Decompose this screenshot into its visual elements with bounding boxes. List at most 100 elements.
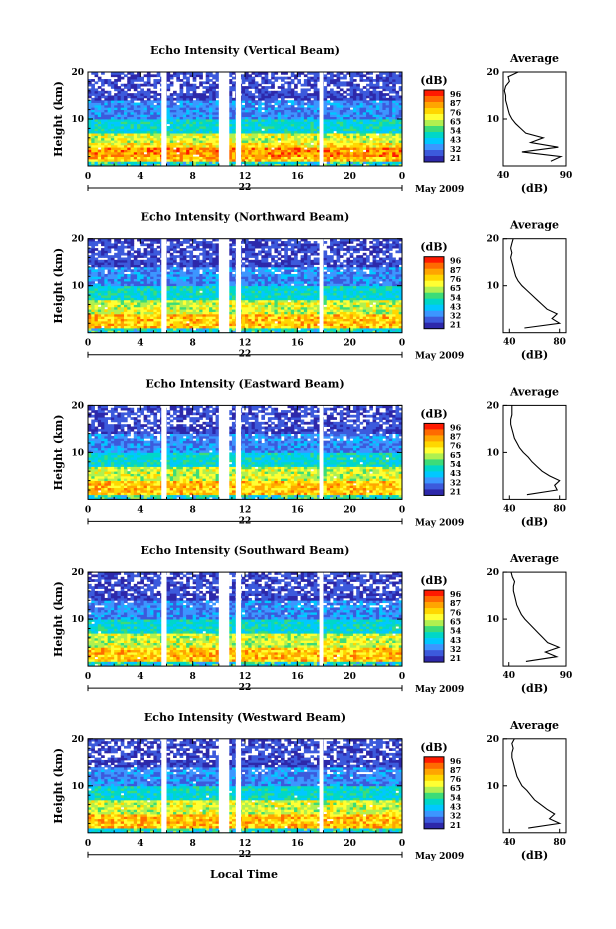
heatmap-cell [303,323,308,327]
heatmap-cell [107,144,112,148]
heatmap-cell [366,135,370,139]
heatmap-cell [117,140,122,143]
heatmap-cell [388,302,393,305]
heatmap-cell [245,151,249,155]
heatmap-cell [316,79,321,82]
heatmap-cell [307,325,311,329]
heatmap-cell [123,318,128,322]
heatmap-cell [110,128,115,132]
heatmap-cell [267,142,272,146]
heatmap-cell [205,90,210,94]
heatmap-cell [398,309,403,312]
heatmap-cell [91,330,95,334]
heatmap-cell [251,95,256,99]
heatmap-cell [343,97,347,101]
heatmap-cell [277,76,282,80]
heatmap-cell [228,158,233,162]
heatmap-cell [176,147,180,150]
heatmap-cell [303,81,308,85]
heatmap-cell [349,90,354,94]
heatmap-cell [209,121,213,125]
heatmap-cell [166,135,171,139]
heatmap-cell [372,102,377,106]
heatmap-cell [202,128,207,132]
heatmap-cell [245,119,249,122]
heatmap-cell [395,325,400,329]
heatmap-cell [192,109,197,113]
heatmap-cell [294,149,298,153]
heatmap-cell [385,302,390,305]
heatmap-cell [101,104,105,108]
heatmap-cell [228,137,233,141]
heatmap-cell [215,306,220,310]
heatmap-cell [313,316,318,319]
heatmap-cell [150,142,154,146]
heatmap-cell [326,83,331,87]
heatmap-cell [254,318,259,322]
heatmap-cell [323,109,328,113]
heatmap-cell [290,302,295,305]
heatmap-cell [264,325,269,329]
heatmap-cell [120,102,125,106]
heatmap-cell [209,114,213,118]
heatmap-cell [140,158,144,162]
heatmap-cell [156,302,161,305]
heatmap-cell [153,142,158,146]
heatmap-cell [212,97,216,101]
heatmap-cell [307,76,311,80]
heatmap-cell [300,90,305,94]
heatmap-cell [372,123,377,127]
heatmap-cell [277,156,282,160]
heatmap-cell [123,126,128,129]
heatmap-cell [133,149,138,153]
heatmap-cell [369,72,373,75]
heatmap-cell [94,304,99,308]
heatmap-cell [251,126,256,129]
heatmap-cell [205,156,210,160]
heatmap-cell [369,306,373,310]
heatmap-cell [166,320,171,324]
heatmap-cell [336,325,341,329]
heatmap-cell [195,104,200,108]
heatmap-cell [375,121,380,125]
heatmap-cell [241,302,246,305]
heatmap-cell [343,111,347,115]
heatmap-cell [205,74,210,78]
heatmap-cell [398,135,403,139]
heatmap-cell [107,320,112,324]
heatmap-cell [179,121,184,125]
heatmap-cell [264,318,269,322]
heatmap-cell [173,104,177,108]
heatmap-cell [398,142,403,146]
heatmap-cell [251,119,256,122]
heatmap-cell [264,116,269,120]
heatmap-cell [245,323,249,327]
heatmap-cell [284,142,288,146]
heatmap-cell [277,316,282,319]
heatmap-cell [245,79,249,82]
heatmap-cell [173,111,177,115]
heatmap-cell [176,95,180,99]
heatmap-cell [212,107,216,110]
heatmap-cell [107,325,112,329]
heatmap-cell [333,320,337,324]
heatmap-cell [179,302,184,305]
heatmap-cell [199,151,203,155]
heatmap-cell [297,311,301,315]
heatmap-cell [130,79,135,82]
heatmap-cell [356,161,360,165]
heatmap-cell [297,135,301,139]
heatmap-cell [372,161,377,165]
heatmap-cell [202,126,207,129]
heatmap-cell [366,149,370,153]
heatmap-cell [307,121,311,125]
heatmap-cell [366,102,370,106]
heatmap-cell [182,330,187,334]
heatmap-cell [388,76,393,80]
heatmap-cell [123,147,128,150]
heatmap-cell [258,299,262,303]
heatmap-cell [316,147,321,150]
heatmap-cell [104,299,109,303]
heatmap-cell [280,102,285,106]
